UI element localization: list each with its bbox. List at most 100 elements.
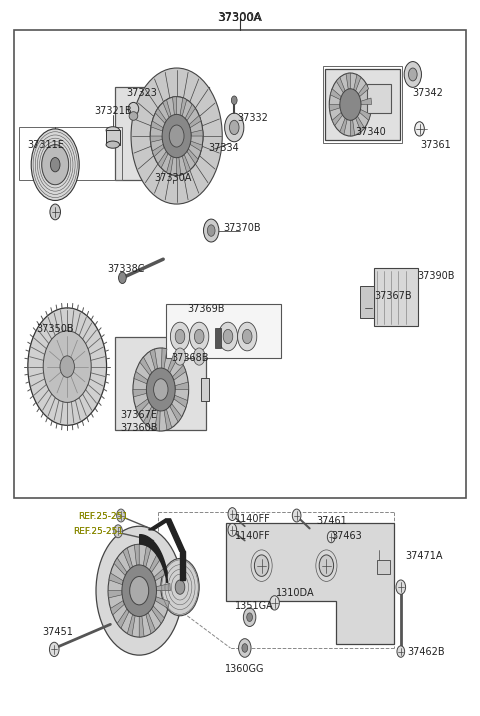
Bar [377,560,390,574]
Circle shape [43,331,91,402]
Polygon shape [346,73,350,89]
Polygon shape [354,74,361,91]
Circle shape [28,308,107,425]
Circle shape [162,115,191,158]
Text: 37463: 37463 [331,531,362,541]
Circle shape [146,368,175,411]
Circle shape [150,97,203,175]
Polygon shape [155,596,169,609]
Circle shape [117,509,125,522]
Polygon shape [134,544,139,565]
Circle shape [231,96,237,105]
Circle shape [31,129,79,200]
Polygon shape [108,591,122,598]
Circle shape [396,580,406,594]
Polygon shape [172,365,186,380]
Polygon shape [174,395,188,407]
Text: REF.25-251: REF.25-251 [78,513,128,521]
Text: 37360B: 37360B [120,423,158,433]
Bar [115,337,206,430]
Text: 1360GG: 1360GG [225,664,264,674]
Circle shape [247,613,252,621]
Polygon shape [165,519,185,551]
Circle shape [242,329,252,344]
Circle shape [49,642,59,657]
Text: 37340: 37340 [355,127,386,137]
Text: 37368B: 37368B [171,353,208,363]
Polygon shape [332,112,343,125]
Circle shape [193,348,205,365]
Polygon shape [167,156,173,174]
Circle shape [161,558,199,616]
Polygon shape [151,606,164,624]
Text: 37350B: 37350B [36,324,74,334]
Polygon shape [149,553,161,573]
Polygon shape [110,601,124,615]
Bar [374,268,418,326]
Text: 37462B: 37462B [407,647,444,657]
Circle shape [408,68,417,81]
Circle shape [292,509,301,522]
Polygon shape [109,573,123,585]
Bar [360,286,374,318]
Polygon shape [189,115,201,127]
Text: 37300A: 37300A [218,13,262,23]
Circle shape [404,62,421,87]
Text: 37367B: 37367B [374,291,412,301]
Bar [323,66,402,143]
Polygon shape [161,348,167,369]
Circle shape [169,125,184,147]
Text: 37367E: 37367E [120,410,158,420]
Text: 37461: 37461 [317,516,348,526]
Ellipse shape [129,112,138,120]
Circle shape [207,225,215,236]
Circle shape [229,120,239,135]
Polygon shape [172,97,177,115]
Polygon shape [177,158,181,175]
Bar [106,130,120,145]
Polygon shape [117,609,129,628]
Circle shape [122,565,156,616]
Text: 37361: 37361 [420,140,451,150]
Text: 37338C: 37338C [107,264,144,274]
Circle shape [96,526,182,655]
Ellipse shape [106,127,120,134]
Polygon shape [175,382,189,390]
Circle shape [119,272,126,284]
Circle shape [329,73,372,136]
Circle shape [154,379,168,400]
Polygon shape [170,404,182,422]
Circle shape [190,322,209,351]
Bar [14,30,466,498]
Circle shape [228,523,237,536]
Text: 1140FF: 1140FF [235,514,271,524]
Polygon shape [155,410,160,431]
Bar [166,304,281,358]
Text: REF.25-251: REF.25-251 [78,513,128,521]
Polygon shape [330,89,341,100]
Text: 37471A: 37471A [406,551,443,561]
Polygon shape [180,551,185,580]
Text: 37342: 37342 [413,88,444,98]
Polygon shape [191,130,203,136]
Polygon shape [190,141,202,151]
Circle shape [397,646,405,657]
Text: 1140FF: 1140FF [235,531,271,541]
Polygon shape [356,116,364,132]
Circle shape [239,639,251,657]
Polygon shape [340,118,347,135]
Text: 37334: 37334 [209,143,240,153]
Polygon shape [329,105,340,111]
Circle shape [228,508,237,521]
Circle shape [327,531,335,543]
Ellipse shape [106,141,120,148]
Circle shape [242,644,248,652]
Text: 37311E: 37311E [27,140,64,150]
Circle shape [108,544,170,637]
Text: REF.25-251: REF.25-251 [73,527,123,536]
Polygon shape [133,390,146,397]
Circle shape [218,322,238,351]
Circle shape [50,158,60,172]
Polygon shape [143,546,151,567]
Polygon shape [156,584,170,591]
